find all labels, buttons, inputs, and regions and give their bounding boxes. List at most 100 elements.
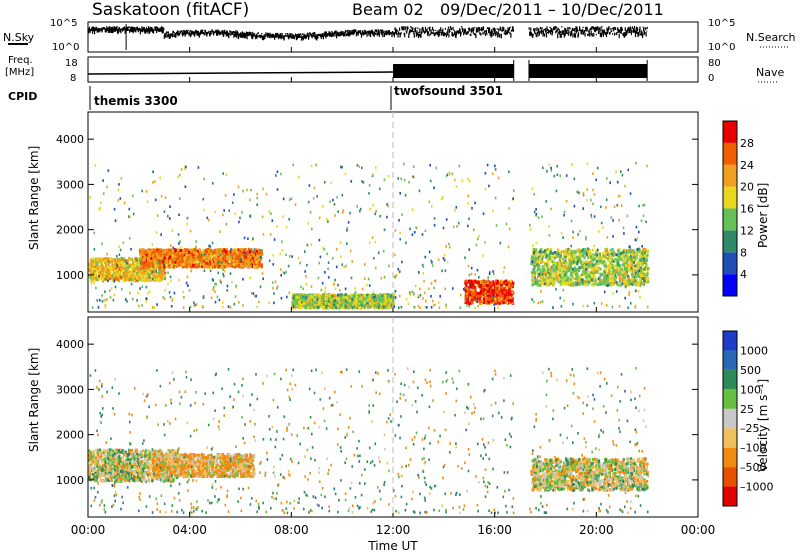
echo-cell — [136, 279, 139, 283]
echo-cell — [315, 296, 319, 300]
echo-cell — [557, 249, 560, 253]
echo-cell — [243, 264, 246, 267]
echo-cell — [498, 301, 501, 305]
echo-cell — [134, 264, 137, 268]
echo-cell — [92, 260, 95, 264]
echo-cell — [624, 296, 626, 300]
echo-cell — [490, 282, 493, 286]
echo-cell — [321, 306, 324, 310]
echo-cell — [156, 264, 160, 268]
echo-cell — [223, 248, 226, 252]
echo-cell — [378, 296, 381, 300]
echo-cell — [113, 273, 116, 277]
echo-cell — [124, 272, 127, 276]
echo-cell — [126, 300, 128, 303]
echo-cell — [550, 276, 554, 280]
echo-cell — [156, 252, 159, 256]
echo-cell — [145, 274, 148, 278]
echo-cell — [299, 304, 302, 308]
freq-alternating-block — [528, 64, 648, 78]
echo-cell — [166, 252, 169, 256]
echo-cell — [137, 258, 140, 261]
echo-cell — [206, 216, 209, 220]
echo-cell — [570, 279, 574, 283]
echo-cell — [303, 294, 306, 298]
echo-cell — [628, 256, 631, 260]
echo-cell — [583, 264, 586, 268]
echo-cell — [160, 194, 163, 198]
echo-cell — [620, 272, 623, 276]
echo-cell — [169, 255, 172, 259]
echo-cell — [137, 277, 141, 281]
echo-cell — [634, 271, 637, 275]
echo-cell — [639, 262, 643, 266]
echo-cell — [485, 284, 488, 287]
echo-cell — [576, 282, 578, 285]
echo-cell — [371, 304, 374, 308]
echo-cell — [384, 295, 387, 299]
echo-cell — [163, 253, 166, 257]
echo-cell — [217, 252, 220, 256]
echo-cell — [93, 248, 96, 251]
echo-cell — [626, 249, 630, 253]
echo-cell — [216, 264, 219, 268]
echo-cell — [584, 248, 587, 251]
echo-cell — [615, 271, 618, 275]
echo-cell — [225, 250, 228, 254]
echo-cell — [633, 272, 636, 276]
echo-cell — [311, 303, 314, 307]
echo-cell — [200, 255, 203, 259]
echo-cell — [462, 287, 465, 291]
echo-cell — [220, 258, 223, 262]
echo-cell — [389, 295, 392, 299]
echo-cell — [184, 260, 187, 264]
echo-cell — [319, 298, 322, 302]
echo-cell — [163, 265, 166, 269]
echo-cell — [609, 255, 613, 259]
echo-cell — [600, 282, 603, 286]
echo-cell — [603, 269, 606, 273]
echo-cell — [229, 257, 232, 261]
echo-cell — [135, 272, 138, 275]
echo-cell — [604, 262, 607, 266]
echo-cell — [223, 255, 226, 259]
echo-cell — [121, 260, 124, 264]
echo-cell — [141, 248, 144, 251]
echo-cell — [121, 263, 124, 267]
echo-cell — [183, 257, 186, 261]
echo-cell — [184, 249, 187, 252]
echo-cell — [158, 266, 161, 269]
echo-cell — [350, 301, 353, 305]
echo-cell — [631, 279, 634, 283]
echo-cell — [174, 257, 178, 261]
echo-cell — [317, 293, 320, 297]
echo-cell — [373, 301, 376, 305]
echo-cell — [190, 248, 193, 252]
echo-cell — [199, 258, 202, 262]
echo-cell — [503, 297, 506, 301]
echo-cell — [637, 283, 640, 287]
echo-cell — [571, 252, 574, 256]
echo-cell — [448, 242, 450, 246]
echo-cell — [164, 271, 167, 275]
echo-cell — [155, 270, 158, 274]
echo-cell — [597, 262, 600, 266]
echo-cell — [624, 259, 627, 263]
echo-cell — [139, 276, 142, 280]
echo-cell — [98, 259, 101, 263]
echo-cell — [596, 253, 598, 257]
echo-cell — [157, 274, 160, 278]
echo-cell — [622, 259, 625, 263]
echo-cell — [562, 269, 565, 273]
echo-cell — [577, 269, 580, 273]
echo-cell — [219, 265, 223, 269]
echo-cell — [312, 305, 315, 309]
echo-cell — [532, 274, 535, 277]
echo-cell — [599, 255, 602, 258]
echo-cell — [209, 254, 212, 258]
echo-cell — [386, 294, 389, 298]
echo-cell — [322, 293, 325, 297]
echo-cell — [560, 232, 563, 235]
echo-cell — [531, 283, 534, 287]
echo-cell — [214, 264, 217, 268]
